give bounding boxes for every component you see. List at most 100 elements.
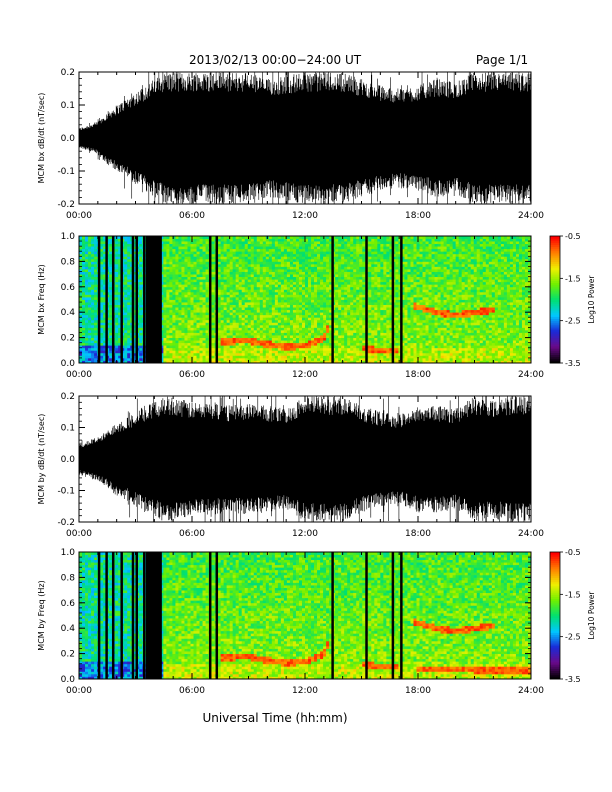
spectrogram-cell — [268, 266, 273, 270]
spectrogram-cell — [172, 312, 176, 316]
spectrogram-cell — [229, 284, 234, 288]
spectrogram-cell — [202, 335, 206, 338]
spectrogram-cell — [323, 269, 327, 272]
x-tick-label: 12:00 — [292, 211, 318, 221]
spectrogram-cell — [199, 307, 203, 311]
spectrogram-cell — [199, 340, 203, 344]
spectrogram-cell — [338, 342, 342, 346]
spectrogram-cell — [190, 291, 194, 295]
spectrogram-cell — [353, 299, 357, 303]
spectrogram-cell — [250, 281, 255, 285]
spectrogram-cell — [223, 350, 228, 354]
spectrogram-cell — [335, 238, 339, 242]
spectrogram-cell — [124, 309, 128, 313]
spectrogram-cell — [335, 340, 339, 344]
spectrogram-cell — [139, 355, 143, 359]
spectrogram-cell — [103, 335, 107, 338]
spectrogram-cell — [353, 246, 357, 250]
spectrogram-cell — [338, 276, 342, 280]
spectrogram-cell — [226, 248, 231, 252]
spectrogram-cell — [350, 248, 354, 252]
spectrogram-cell — [317, 360, 321, 364]
spectrogram-cell — [308, 347, 312, 351]
spectrogram-cell — [178, 347, 182, 351]
spectrogram-cell — [205, 256, 209, 260]
spectrogram-cell — [323, 253, 327, 257]
spectrogram-cell — [124, 238, 128, 242]
spectrogram-cell — [160, 294, 164, 298]
spectrogram-cell — [100, 236, 104, 239]
spectrogram-cell — [289, 319, 294, 323]
spectrogram-cell — [314, 337, 318, 341]
spectrogram-cell — [317, 286, 321, 290]
spectrogram-cell — [124, 340, 128, 344]
spectrogram-cell — [353, 253, 357, 257]
spectrogram-cell — [238, 360, 243, 364]
spectrogram-cell — [181, 296, 185, 300]
spectrogram-cell — [326, 345, 330, 349]
spectrogram-cell — [253, 284, 258, 288]
spectrogram-cell — [298, 248, 303, 252]
spectrogram-cell — [139, 322, 143, 326]
spectrogram-cell — [205, 350, 209, 354]
spectrogram-cell — [244, 294, 249, 298]
spectrogram-cell — [211, 286, 215, 290]
spectrogram-cell — [338, 309, 342, 313]
figure-title: 2013/02/13 00:00−24:00 UT — [189, 53, 362, 67]
spectrogram-cell — [283, 352, 288, 356]
spectrogram-cell — [286, 335, 291, 338]
spectrogram-cell — [100, 261, 104, 265]
spectrogram-cell — [139, 253, 143, 257]
spectrogram-cell — [118, 340, 122, 344]
spectrogram-cell — [347, 274, 351, 278]
spectrogram-cell — [256, 299, 261, 303]
spectrogram-cell — [226, 274, 231, 278]
spectrogram-cell — [326, 266, 330, 270]
spectrogram-cell — [256, 274, 261, 278]
spectrogram-cell — [175, 337, 179, 341]
spectrogram-cell — [289, 302, 294, 305]
spectrogram-cell — [235, 312, 240, 316]
spectrogram-cell — [103, 332, 107, 336]
spectrogram-cell — [223, 243, 228, 247]
spectrogram-cell — [326, 261, 330, 265]
spectrogram-cell — [115, 304, 119, 308]
spectrogram-cell — [94, 286, 98, 290]
spectrogram-cell — [85, 337, 89, 341]
spectrogram-cell — [350, 236, 354, 239]
spectrogram-cell — [190, 342, 194, 346]
spectrogram-cell — [184, 279, 188, 283]
spectrogram-cell — [217, 256, 222, 260]
spectrogram-cell — [286, 263, 291, 267]
spectrogram-cell — [280, 246, 285, 250]
spectrogram-cell — [118, 256, 122, 260]
spectrogram-cell — [190, 332, 194, 336]
spectrogram-cell — [335, 309, 339, 313]
spectrogram-cell — [338, 291, 342, 295]
spectrogram-cell — [347, 347, 351, 351]
spectrogram-cell — [268, 276, 273, 280]
spectrogram-cell — [301, 332, 306, 336]
spectrogram-cell — [265, 345, 270, 349]
spectrogram-cell — [347, 309, 351, 313]
spectrogram-cell — [311, 312, 315, 316]
spectrogram-cell — [235, 281, 240, 285]
spectrogram-cell — [347, 243, 351, 247]
spectrogram-cell — [338, 251, 342, 255]
spectrogram-cell — [241, 253, 246, 257]
spectrogram-cell — [181, 317, 185, 321]
spectrogram-cell — [196, 302, 200, 305]
spectrogram-cell — [223, 319, 228, 323]
spectrogram-cell — [347, 357, 351, 361]
spectrogram-cell — [235, 342, 240, 346]
spectrogram-cell — [350, 299, 354, 303]
spectrogram-cell — [229, 258, 234, 262]
spectrogram-cell — [232, 314, 237, 318]
spectrogram-cell — [184, 238, 188, 242]
spectrogram-cell — [181, 281, 185, 285]
spectrogram-cell — [118, 329, 122, 333]
spectrogram-cell — [320, 274, 324, 278]
spectrogram-cell — [265, 248, 270, 252]
spectrogram-cell — [232, 281, 237, 285]
spectrogram-cell — [88, 276, 92, 280]
